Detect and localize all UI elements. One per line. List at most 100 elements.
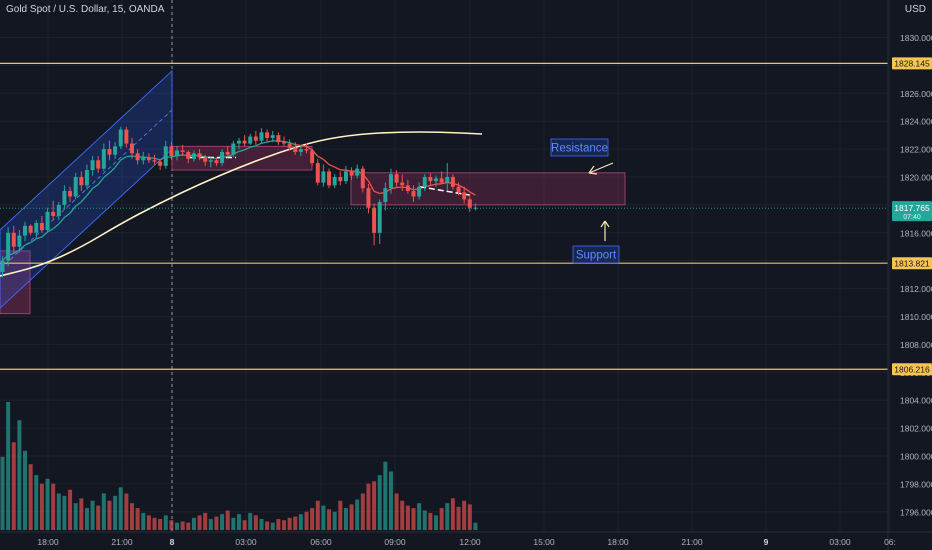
moving-average-segment <box>317 155 324 160</box>
moving-average-segment <box>345 169 352 172</box>
candle-body <box>287 143 292 148</box>
candle-body <box>248 136 253 144</box>
volume-bar <box>439 508 444 530</box>
price-tick-label: 1798.000 <box>900 479 932 489</box>
moving-average-segment <box>261 141 268 144</box>
volume-bar <box>113 495 118 530</box>
volume-bar <box>467 504 472 530</box>
candle-body <box>146 157 151 161</box>
moving-average-segment <box>306 145 313 151</box>
candle-body <box>96 160 101 169</box>
candle-body <box>68 190 73 197</box>
moving-average-long-line <box>0 131 483 277</box>
candle-body <box>270 135 275 138</box>
price-tick-label: 1804.000 <box>900 396 932 406</box>
candle-body <box>422 177 427 187</box>
volume-bar <box>366 483 371 530</box>
candle-body <box>450 177 455 187</box>
volume-bar <box>253 515 258 530</box>
candle-body <box>180 150 185 152</box>
volume-bar <box>338 500 343 530</box>
candles <box>0 126 478 278</box>
candle-body <box>17 235 22 247</box>
candle-body <box>434 178 439 182</box>
candle-body <box>400 182 405 186</box>
currency-label[interactable]: USD <box>904 4 926 15</box>
candle-body <box>338 177 343 182</box>
volume-bar <box>434 515 439 530</box>
price-tick-label: 1800.000 <box>900 452 932 462</box>
volume-bar <box>282 520 286 530</box>
moving-average-segment <box>154 157 161 161</box>
volume-bar <box>400 500 405 530</box>
volume-bar <box>175 522 180 530</box>
volume-bar <box>79 498 84 530</box>
time-axis[interactable]: 18:00 21:00 8 03:00 06:00 09:00 12:00 15:00 18:0… <box>0 531 932 547</box>
volume-bar <box>298 514 303 530</box>
candle-body <box>372 207 377 233</box>
candle-body <box>355 168 360 176</box>
candle-body <box>411 190 416 197</box>
candle-body <box>191 153 196 159</box>
candle-body <box>293 147 298 152</box>
volume-bar <box>220 514 225 530</box>
candle-body <box>265 132 270 138</box>
moving-average-segment <box>114 159 122 168</box>
candle-body <box>445 177 450 183</box>
volume-bar <box>270 522 275 530</box>
volume-bar <box>259 519 264 530</box>
candle-body <box>225 151 230 155</box>
candle-body <box>101 149 106 169</box>
current-price-tag <box>892 201 932 222</box>
level-price-label: 1806.216 <box>894 365 930 375</box>
volume-bar <box>203 512 208 530</box>
candle-body <box>383 188 388 203</box>
volume-bar <box>186 522 191 530</box>
volume-bar <box>417 503 422 530</box>
support-label: Support <box>576 250 617 262</box>
moving-average-segment <box>367 180 375 192</box>
volume-bar <box>191 517 196 530</box>
annotations[interactable]: Resistance Support <box>550 138 620 264</box>
candle-body <box>158 161 163 166</box>
price-tick-label: 1808.000 <box>900 340 932 350</box>
level-price-label: 1813.821 <box>894 258 930 268</box>
volume-bar <box>34 475 39 530</box>
price-tick-label: 1820.000 <box>900 173 932 183</box>
candle-body <box>0 260 5 272</box>
price-tick-label: 1796.000 <box>900 507 932 517</box>
candle-body <box>253 136 258 141</box>
candle-body <box>39 223 44 231</box>
candle-body <box>28 225 33 233</box>
volume-bar <box>360 493 365 530</box>
moving-average-segment <box>266 140 273 143</box>
candle-body <box>163 146 168 166</box>
volume-bar <box>236 514 241 530</box>
volume-bar <box>0 456 5 530</box>
volume-bar <box>242 520 247 530</box>
volume-bar <box>56 493 61 530</box>
volume-bar <box>394 493 399 530</box>
moving-average-segment <box>30 238 37 244</box>
candle-body <box>62 190 67 205</box>
price-tick-label: 1810.000 <box>900 312 932 322</box>
support-label-box <box>572 245 620 264</box>
candle-body <box>208 160 213 162</box>
candle-body <box>6 232 11 261</box>
candle-body <box>84 170 89 186</box>
horizontal-levels[interactable] <box>0 62 888 370</box>
moving-average-segment <box>441 181 448 185</box>
volume-bar <box>129 503 134 530</box>
volume-bar <box>146 515 151 530</box>
resistance-label: Resistance <box>551 143 608 155</box>
volume-bar <box>62 495 67 530</box>
volume-bar <box>180 521 185 530</box>
volume-bar <box>248 512 253 530</box>
candle-body <box>113 146 118 155</box>
volume-bar <box>84 508 89 530</box>
candle-body <box>360 168 365 189</box>
volume-bar <box>276 519 281 530</box>
candle-body <box>343 171 348 182</box>
